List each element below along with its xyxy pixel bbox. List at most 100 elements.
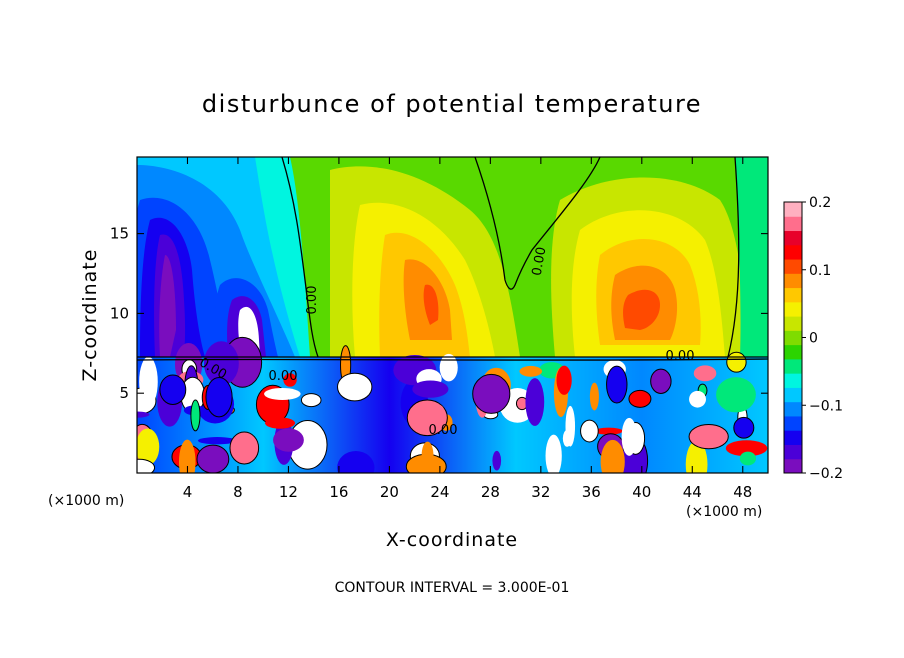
colorbar-tick-label: 0.2 xyxy=(809,195,831,211)
y-axis: 5 10 15 xyxy=(110,225,768,402)
x-tick-label: 16 xyxy=(329,483,348,501)
colorbar-segment xyxy=(784,316,802,331)
x-axis-unit-left: (×1000 m) xyxy=(48,493,124,509)
x-axis: 4 8 12 16 20 24 28 32 36 40 44 48 xyxy=(183,157,752,501)
colorbar-segment xyxy=(784,301,802,317)
field-blob xyxy=(159,374,187,405)
contour-label: 0.00 xyxy=(269,369,298,384)
x-axis-label: X-coordinate xyxy=(386,529,518,551)
field-blob xyxy=(621,417,637,456)
field-blob xyxy=(606,365,628,404)
colorbar-segment xyxy=(784,373,802,388)
field-blob xyxy=(137,411,150,418)
colorbar-segment xyxy=(784,344,802,360)
field-blob xyxy=(556,365,572,395)
field-blob xyxy=(300,393,322,408)
x-tick-label: 32 xyxy=(531,483,550,501)
colorbar-segment xyxy=(784,401,802,417)
field-blob xyxy=(178,439,196,473)
field-blob xyxy=(650,368,672,394)
field-blob xyxy=(519,365,543,377)
field-blob xyxy=(600,439,625,473)
colorbar-segment xyxy=(784,415,802,431)
field-blob xyxy=(205,376,233,418)
x-tick-label: 44 xyxy=(683,483,702,501)
colorbar-segment xyxy=(784,387,802,403)
x-tick-label: 12 xyxy=(279,483,298,501)
field-blob xyxy=(337,372,373,402)
field-blob xyxy=(693,365,717,382)
plot-frame xyxy=(136,156,769,474)
x-tick-label: 28 xyxy=(481,483,500,501)
field-blob xyxy=(545,434,562,473)
colorbar: 0.2 0.1 0 −0.1 −0.2 xyxy=(783,195,843,482)
x-tick-label: 8 xyxy=(233,483,243,501)
field-blob xyxy=(196,444,230,473)
x-tick-label: 4 xyxy=(183,483,193,501)
y-axis-label: Z-coordinate xyxy=(79,249,101,382)
field-blob xyxy=(283,373,297,387)
field-blob xyxy=(273,428,304,452)
field-blob xyxy=(580,419,599,443)
temperature-field xyxy=(137,157,768,473)
field-blob xyxy=(733,416,755,439)
field-blob xyxy=(421,441,434,470)
x-tick-label: 36 xyxy=(582,483,601,501)
x-tick-label: 24 xyxy=(430,483,449,501)
colorbar-segment xyxy=(784,330,802,346)
field-blob xyxy=(337,451,375,473)
x-tick-label: 20 xyxy=(380,483,399,501)
colorbar-segment xyxy=(784,458,802,474)
y-tick-label: 15 xyxy=(110,225,129,243)
field-blob xyxy=(716,377,756,413)
y-tick-label: 5 xyxy=(119,384,129,402)
colorbar-segment xyxy=(784,358,802,374)
field-blob xyxy=(264,387,301,400)
colorbar-segment xyxy=(784,430,802,445)
colorbar-segment xyxy=(784,244,802,260)
colorbar-tick-label: 0 xyxy=(809,331,818,347)
contour-interval-note: CONTOUR INTERVAL = 3.000E-01 xyxy=(335,580,570,596)
field-blob xyxy=(197,437,237,445)
contour-label: 0.00 xyxy=(666,349,695,364)
field-blob xyxy=(689,390,706,408)
colorbar-segment xyxy=(784,273,802,289)
colorbar-segment xyxy=(784,287,802,303)
field-blob xyxy=(439,353,458,382)
field-blob xyxy=(492,450,502,471)
contour-label: 0.00 xyxy=(305,286,320,315)
x-tick-label: 40 xyxy=(632,483,651,501)
chart-title: disturbunce of potential temperature xyxy=(202,90,702,118)
colorbar-segment xyxy=(784,216,802,232)
field-blob xyxy=(726,351,747,373)
field-blob xyxy=(725,440,768,457)
colorbar-segment xyxy=(784,230,802,246)
y-tick-label: 10 xyxy=(110,304,129,322)
field-blob xyxy=(422,403,444,416)
contour-label: 0.00 xyxy=(429,423,458,438)
colorbar-segment xyxy=(784,444,802,460)
colorbar-segment xyxy=(784,202,802,217)
field-blob xyxy=(412,380,449,398)
x-tick-label: 48 xyxy=(733,483,752,501)
field-blob xyxy=(229,431,260,465)
field-blob xyxy=(594,427,623,435)
x-axis-unit-right: (×1000 m) xyxy=(686,504,762,520)
colorbar-tick-label: −0.1 xyxy=(809,398,843,414)
field-blob xyxy=(688,424,729,450)
field-blob xyxy=(137,428,160,466)
field-blob xyxy=(628,389,652,408)
field-blob xyxy=(525,378,545,426)
colorbar-tick-label: −0.2 xyxy=(809,466,843,482)
field-blob xyxy=(739,451,757,466)
field-blob xyxy=(265,417,296,429)
field-blob xyxy=(190,399,201,432)
field-blob xyxy=(565,405,576,447)
field-blob xyxy=(589,382,599,411)
field-blob xyxy=(203,341,239,386)
contour-label: 0.00 xyxy=(530,246,550,277)
field-blob xyxy=(139,356,158,407)
field-blob xyxy=(137,458,156,473)
colorbar-segment xyxy=(784,259,802,274)
